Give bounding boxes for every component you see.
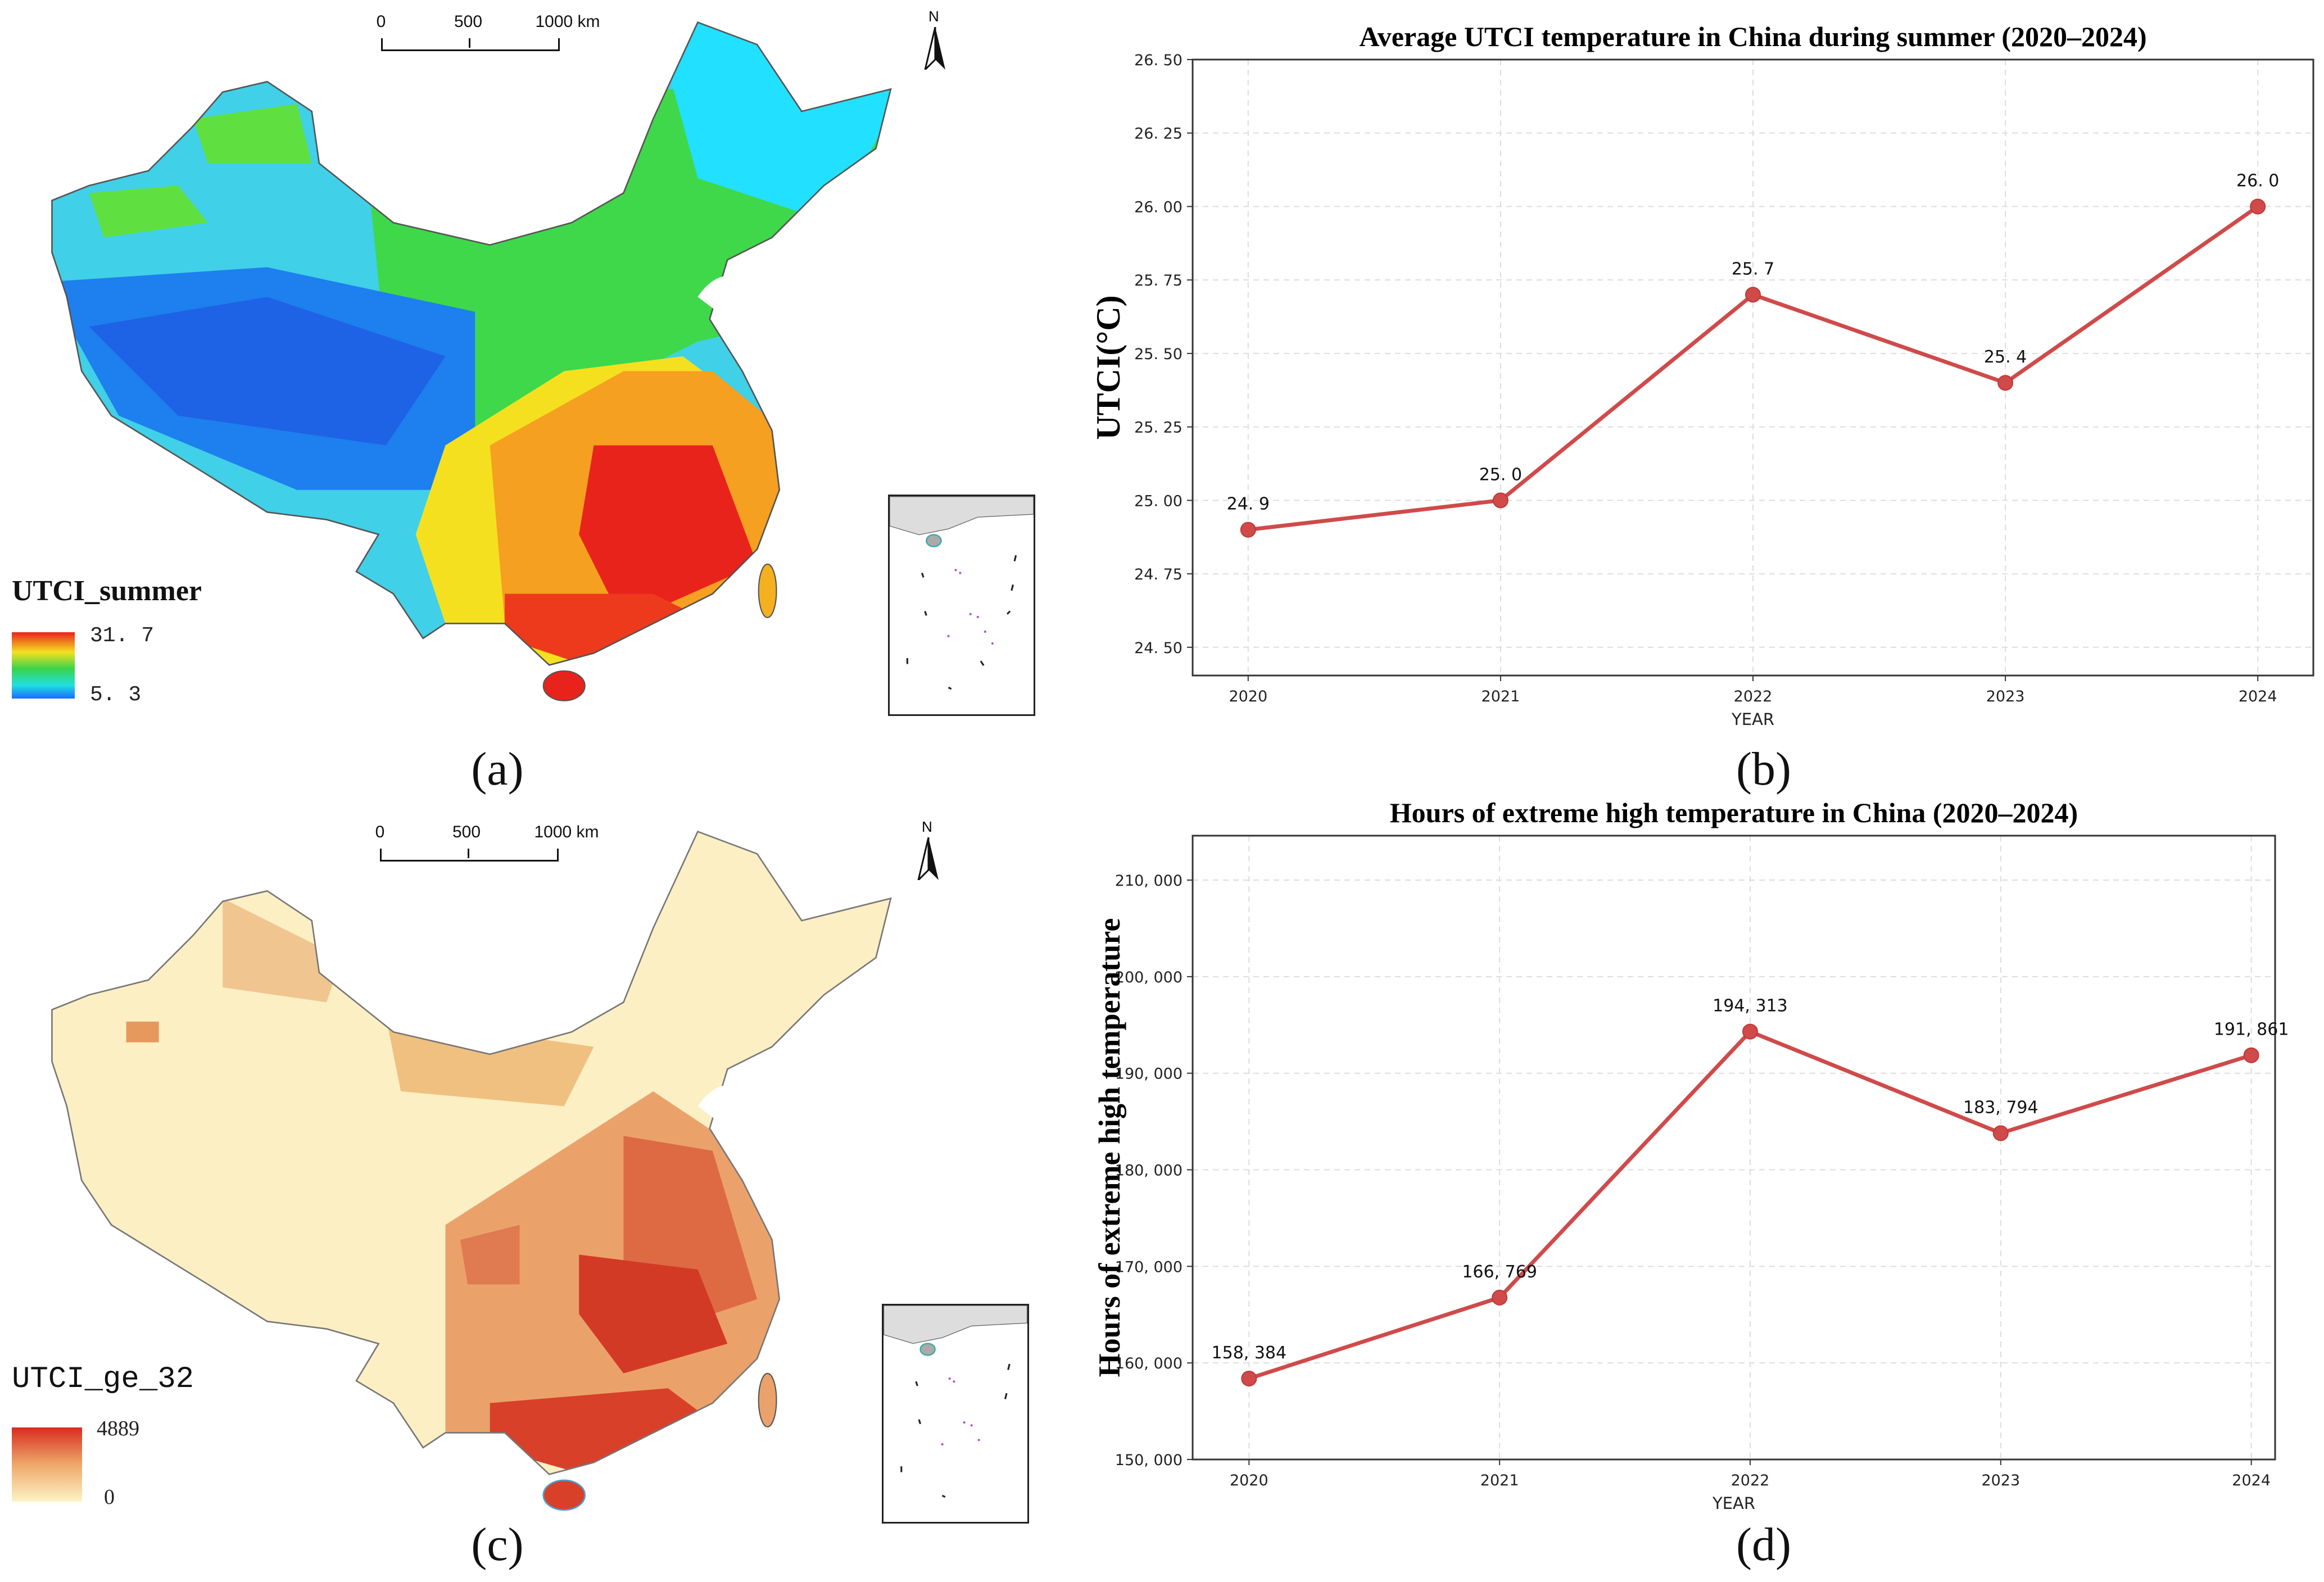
data-point <box>2243 1047 2259 1063</box>
data-label: 194, 313 <box>1713 996 1788 1016</box>
y-tick-label: 25. 00 <box>1134 492 1183 510</box>
x-tick-label: 2022 <box>1731 1472 1770 1489</box>
y-tick-label: 26. 50 <box>1134 52 1183 69</box>
data-label: 158, 384 <box>1212 1343 1287 1363</box>
china-map-a <box>51 21 892 701</box>
scale-label-0: 0 <box>375 823 385 841</box>
data-point <box>1240 522 1256 538</box>
x-tick-label: 2020 <box>1230 1472 1269 1489</box>
chart-utci-summer: Average UTCI temperature in China during… <box>1090 21 2314 729</box>
chart-extreme-hours: Hours of extreme high temperature in Chi… <box>1093 797 2289 1513</box>
data-label: 25. 0 <box>1479 465 1522 484</box>
north-label-a: N <box>928 8 939 25</box>
panel-label-a: (a) <box>471 743 524 795</box>
scale-label-1000: 1000 km <box>534 823 599 841</box>
scale-label-500: 500 <box>454 12 483 31</box>
map-utci-ge-32 <box>0 809 1039 1522</box>
legend-title-a: UTCI_summer <box>12 575 202 607</box>
data-point <box>1241 1370 1257 1386</box>
scale-label-1000: 1000 km <box>535 12 600 31</box>
y-tick-label: 200, 000 <box>1115 969 1183 986</box>
data-point <box>1745 287 1761 303</box>
map-utci-summer <box>0 0 1039 713</box>
y-tick-label: 170, 000 <box>1115 1258 1183 1276</box>
x-tick-label: 2021 <box>1480 1472 1519 1489</box>
x-tick-label: 2023 <box>1986 688 2025 705</box>
y-tick-label: 180, 000 <box>1115 1162 1183 1180</box>
data-point <box>1997 375 2014 391</box>
panel-label-c: (c) <box>471 1518 524 1571</box>
x-tick-label: 2020 <box>1229 688 1267 705</box>
data-label: 24. 9 <box>1227 495 1270 514</box>
data-point <box>2250 198 2266 215</box>
north-arrow-icon <box>917 837 939 880</box>
y-tick-label: 210, 000 <box>1115 872 1183 890</box>
legend-max-a: 31. 7 <box>90 624 155 648</box>
scale-label-0: 0 <box>376 12 386 31</box>
chart-title: Hours of extreme high temperature in Chi… <box>1390 797 2078 828</box>
y-tick-label: 24. 75 <box>1134 566 1183 583</box>
x-axis-label: YEAR <box>1712 1494 1755 1513</box>
y-tick-label: 150, 000 <box>1115 1452 1183 1469</box>
data-point <box>1742 1023 1758 1040</box>
panel-label-b: (b) <box>1736 743 1791 795</box>
data-label: 25. 4 <box>1984 347 2027 367</box>
data-point <box>1492 492 1508 509</box>
south-china-sea-inset-a <box>888 495 1035 716</box>
y-tick-label: 160, 000 <box>1115 1355 1183 1372</box>
data-label: 166, 769 <box>1462 1262 1537 1282</box>
scale-bar-c <box>380 849 559 862</box>
y-tick-label: 26. 00 <box>1134 198 1183 216</box>
y-tick-label: 25. 50 <box>1134 346 1183 363</box>
data-label: 191, 861 <box>2214 1020 2289 1040</box>
y-axis-label: UTCI(°C) <box>1090 295 1127 439</box>
north-label-c: N <box>922 818 932 835</box>
data-label: 183, 794 <box>1963 1098 2038 1117</box>
y-axis-label: Hours of extreme high temperature <box>1093 918 1126 1377</box>
legend-colorbar-a <box>12 632 75 699</box>
legend-min-a: 5. 3 <box>90 683 142 707</box>
legend-colorbar-c <box>12 1427 82 1502</box>
x-tick-label: 2024 <box>2232 1472 2271 1489</box>
north-arrow-icon <box>924 27 945 70</box>
y-tick-label: 25. 75 <box>1134 272 1183 289</box>
scale-bar-a <box>381 38 560 51</box>
chart-title: Average UTCI temperature in China during… <box>1359 21 2146 52</box>
legend-min-c: 0 <box>104 1485 115 1509</box>
x-tick-label: 2023 <box>1981 1472 2020 1489</box>
data-point <box>1492 1289 1508 1306</box>
plot-frame <box>1192 835 2276 1461</box>
china-map-c <box>51 831 892 1511</box>
legend-max-c: 4889 <box>97 1417 139 1440</box>
data-label: 25. 7 <box>1732 259 1774 279</box>
panel-label-d: (d) <box>1736 1518 1791 1571</box>
y-tick-label: 26. 25 <box>1134 125 1183 143</box>
legend-title-c: UTCI_ge_32 <box>12 1362 194 1397</box>
x-tick-label: 2021 <box>1482 688 1520 705</box>
data-point <box>1992 1125 2009 1141</box>
y-tick-label: 24. 50 <box>1134 640 1183 657</box>
x-tick-label: 2022 <box>1734 688 1773 705</box>
scale-label-500: 500 <box>452 823 481 841</box>
data-label: 26. 0 <box>2236 171 2279 191</box>
x-tick-label: 2024 <box>2239 688 2277 705</box>
plot-frame <box>1192 58 2314 677</box>
y-tick-label: 190, 000 <box>1115 1066 1183 1083</box>
y-tick-label: 25. 25 <box>1134 419 1183 437</box>
x-axis-label: YEAR <box>1731 710 1774 729</box>
south-china-sea-inset-c <box>882 1304 1029 1524</box>
